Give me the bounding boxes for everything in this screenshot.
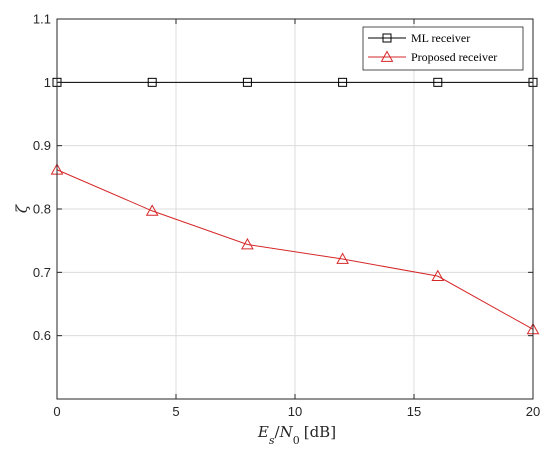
x-axis-label-E: E (257, 423, 269, 441)
y-tick-label: 1.1 (33, 12, 51, 27)
legend-label: ML receiver (411, 31, 470, 45)
x-axis-label-zero: 0 (293, 434, 300, 447)
x-tick-label: 20 (526, 404, 540, 419)
data-point (241, 237, 254, 250)
data-point (433, 77, 443, 87)
legend: ML receiver Proposed receiver (362, 26, 524, 71)
x-axis-label: Es/N0 [dB] (257, 423, 336, 447)
legend-label: Proposed receiver (411, 50, 497, 64)
y-tick-label: 0.9 (33, 138, 51, 153)
series-line (56, 169, 534, 330)
x-axis-label-slash: / (275, 423, 281, 441)
data-point (147, 77, 157, 87)
y-axis-label: ζ (13, 204, 31, 213)
legend-marker (382, 33, 392, 43)
x-tick-label: 5 (172, 404, 179, 419)
x-axis-label-s: s (269, 434, 275, 447)
x-tick-label: 0 (53, 404, 60, 419)
y-tick-label: 0.6 (33, 328, 51, 343)
data-point (431, 269, 445, 282)
y-tick-label: 1 (44, 75, 51, 90)
data-point (338, 77, 348, 87)
y-tick-label: 0.8 (33, 202, 51, 217)
ticks: 0 5 10 15 20 0.6 0.7 0.8 0.9 1 1.1 (33, 12, 540, 420)
x-axis-label-N: N (279, 423, 294, 441)
x-tick-label: 15 (407, 404, 421, 419)
legend-entry: ML receiver (368, 31, 470, 45)
data-point (336, 252, 349, 264)
legend-entry: Proposed receiver (368, 50, 497, 64)
x-axis-label-unit: [dB] (304, 423, 336, 441)
data-point (145, 204, 159, 216)
data-point (242, 77, 252, 87)
legend-marker (380, 50, 394, 62)
x-tick-label: 10 (288, 404, 302, 419)
y-tick-label: 0.7 (33, 265, 51, 280)
